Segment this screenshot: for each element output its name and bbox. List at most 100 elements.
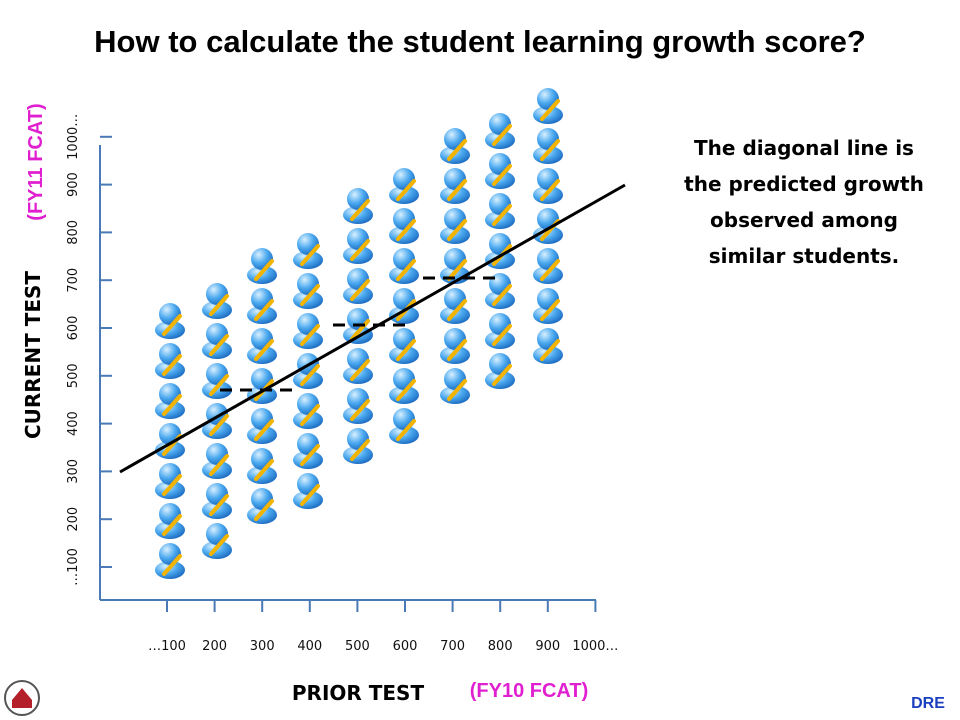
icon-head [444, 328, 466, 350]
student-icon [533, 328, 563, 364]
icon-head [251, 288, 273, 310]
student-icon [293, 233, 323, 269]
icon-pencil [492, 284, 512, 306]
student-icon [533, 248, 563, 284]
student-icon [533, 88, 563, 124]
student-icon [440, 368, 470, 404]
icon-head [297, 313, 319, 335]
student-icon [440, 168, 470, 204]
student-icon [247, 448, 277, 484]
icon-pencil [350, 439, 370, 461]
icon-head [393, 328, 415, 350]
student-icon [293, 473, 323, 509]
x-tick-label: 1000… [572, 639, 618, 654]
icon-pencil [209, 534, 229, 556]
icon-head [489, 193, 511, 215]
icon-pencil [162, 354, 182, 376]
y-tick-label: 600 [66, 316, 81, 341]
icon-head [537, 128, 559, 150]
student-icon [202, 283, 232, 319]
icon-pencil [162, 514, 182, 536]
x-tick-label: 700 [440, 639, 465, 654]
icon-pencil [447, 379, 467, 401]
icon-pencil [209, 414, 229, 436]
student-icon [247, 288, 277, 324]
icon-pencil [209, 374, 229, 396]
student-icon [485, 353, 515, 389]
x-axis-label: PRIOR TEST [292, 681, 425, 705]
icon-pencil [447, 219, 467, 241]
student-icon [155, 503, 185, 539]
icon-pencil [300, 404, 320, 426]
y-axis-label: CURRENT TEST [21, 271, 45, 439]
student-icon [155, 543, 185, 579]
icon-head [251, 448, 273, 470]
icon-pencil [396, 339, 416, 361]
student-icon [247, 488, 277, 524]
icon-head [393, 168, 415, 190]
student-icon [343, 228, 373, 264]
student-icon [485, 193, 515, 229]
icon-head [347, 268, 369, 290]
student-icon [440, 288, 470, 324]
icon-head [251, 488, 273, 510]
icon-head [251, 248, 273, 270]
student-icon [155, 303, 185, 339]
icon-pencil [209, 494, 229, 516]
icon-head [444, 168, 466, 190]
icon-head [159, 543, 181, 565]
icon-head [159, 343, 181, 365]
icon-pencil [492, 364, 512, 386]
prediction-line [119, 183, 626, 474]
student-icon [293, 393, 323, 429]
icon-head [489, 313, 511, 335]
icon-pencil [209, 294, 229, 316]
icon-pencil [209, 454, 229, 476]
student-icon [202, 323, 232, 359]
icon-head [537, 88, 559, 110]
icon-pencil [396, 419, 416, 441]
icon-head [489, 113, 511, 135]
icon-head [206, 323, 228, 345]
student-icon [485, 273, 515, 309]
x-axis-sublabel: (FY10 FCAT) [470, 680, 589, 702]
student-icon [389, 408, 419, 444]
student-icon [155, 423, 185, 459]
student-icon [343, 268, 373, 304]
footer: DRE [911, 695, 945, 712]
icon-pencil [350, 359, 370, 381]
student-icon [202, 523, 232, 559]
icon-pencil [396, 219, 416, 241]
title: How to calculate the student learning gr… [94, 24, 866, 59]
x-tick-label: 300 [250, 639, 275, 654]
icon-head [159, 383, 181, 405]
icon-pencil [492, 324, 512, 346]
icon-pencil [254, 259, 274, 281]
icon-head [393, 368, 415, 390]
icon-head [537, 208, 559, 230]
student-icon [202, 483, 232, 519]
y-tick-label: 900 [66, 172, 81, 197]
icon-pencil [540, 299, 560, 321]
icon-pencil [492, 164, 512, 186]
student-icon [343, 188, 373, 224]
icon-head [489, 153, 511, 175]
icon-pencil [396, 379, 416, 401]
icon-head [206, 283, 228, 305]
student-icon [247, 368, 277, 404]
student-icon [440, 208, 470, 244]
icon-head [347, 388, 369, 410]
student-icon [293, 433, 323, 469]
icon-pencil [254, 299, 274, 321]
icon-head [347, 428, 369, 450]
icon-pencil [540, 179, 560, 201]
icon-head [537, 328, 559, 350]
y-tick-label: …100 [66, 548, 81, 586]
y-tick-label: 700 [66, 268, 81, 293]
residual-dashes [220, 276, 495, 392]
icon-head [537, 248, 559, 270]
icon-head [347, 228, 369, 250]
note: The diagonal line is the predicted growth… [684, 136, 924, 268]
icon-pencil [209, 334, 229, 356]
icon-head [206, 443, 228, 465]
